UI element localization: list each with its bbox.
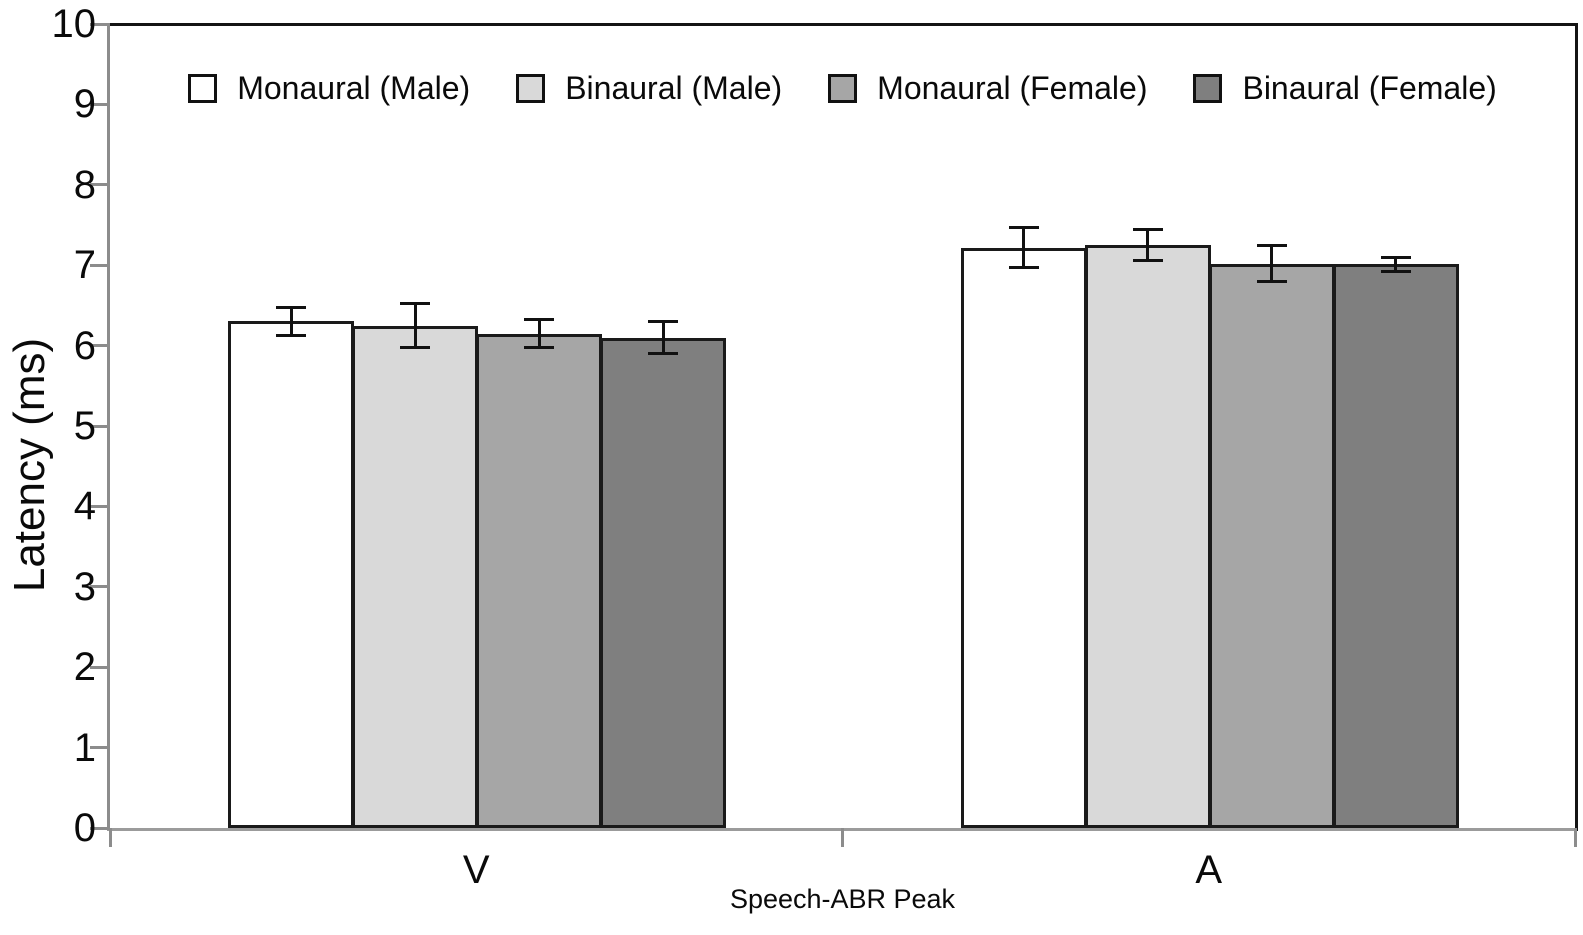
- error-bar-cap-top: [1256, 244, 1287, 248]
- plot-top-border: [107, 23, 1578, 26]
- x-tick-mark: [108, 828, 112, 847]
- y-tick-label: 0: [73, 806, 96, 850]
- legend-label: Binaural (Male): [565, 70, 783, 106]
- x-tick-mark: [841, 828, 844, 847]
- error-bar-cap-top: [400, 302, 431, 306]
- error-bar-cap-top: [1008, 225, 1039, 229]
- legend-item: Binaural (Female): [1193, 70, 1497, 107]
- y-tick-label: 8: [73, 162, 96, 207]
- legend-swatch: [188, 74, 218, 103]
- error-bars-layer: [110, 24, 1575, 828]
- y-tick-mark: [90, 183, 110, 187]
- error-bar-cap-bottom: [400, 345, 431, 349]
- y-tick-mark: [90, 504, 110, 508]
- y-tick-label: 3: [73, 564, 96, 609]
- legend-swatch: [1193, 74, 1223, 103]
- y-tick-label: 1: [73, 725, 96, 770]
- y-tick-label: 6: [73, 323, 96, 368]
- y-tick-mark: [90, 22, 110, 26]
- y-tick-mark: [90, 344, 110, 348]
- error-bar-whisker: [537, 319, 541, 348]
- legend-swatch: [828, 74, 858, 103]
- error-bar-cap-top: [1380, 255, 1411, 259]
- error-bar-cap-bottom: [1008, 266, 1039, 270]
- error-bar-cap-bottom: [1380, 270, 1411, 274]
- error-bar-whisker: [1270, 245, 1274, 282]
- legend-item: Monaural (Male): [188, 70, 470, 107]
- y-tick-label: 5: [73, 404, 96, 448]
- x-tick-mark: [1573, 828, 1577, 847]
- y-tick-label: 4: [73, 484, 96, 529]
- plot-right-border: [1575, 24, 1578, 831]
- legend-item: Binaural (Male): [516, 70, 782, 107]
- category-label: A: [1195, 848, 1223, 892]
- error-bar-cap-bottom: [276, 333, 307, 337]
- error-bar-whisker: [289, 307, 293, 336]
- bar-v-4: [600, 337, 727, 828]
- error-bar-cap-top: [524, 318, 555, 322]
- error-bar-whisker: [1146, 229, 1150, 261]
- legend: Monaural (Male) Binaural (Male) Monaural (…: [110, 70, 1575, 107]
- y-tick-mark: [90, 424, 110, 428]
- legend-swatch: [516, 74, 546, 103]
- bar-v-1: [228, 321, 355, 828]
- error-bar-cap-bottom: [648, 352, 679, 356]
- error-bar-cap-top: [1132, 228, 1163, 232]
- y-tick-mark: [90, 665, 110, 669]
- error-bar-whisker: [1022, 227, 1026, 268]
- legend-label: Binaural (Female): [1242, 70, 1497, 106]
- y-tick-label: 2: [73, 645, 96, 690]
- bars-layer: [110, 24, 1575, 828]
- y-tick-label: 10: [51, 2, 97, 46]
- y-tick-mark: [90, 585, 110, 589]
- error-bar-cap-top: [276, 306, 307, 310]
- error-bar-whisker: [413, 303, 417, 348]
- y-tick-mark: [90, 746, 110, 750]
- category-label: V: [462, 848, 490, 892]
- x-axis-title: Speech-ABR Peak: [729, 884, 956, 914]
- legend-item: Monaural (Female): [828, 70, 1147, 107]
- error-bar-whisker: [1394, 257, 1398, 272]
- error-bar-cap-bottom: [524, 345, 555, 349]
- y-tick-mark: [90, 102, 110, 106]
- legend-label: Monaural (Female): [877, 70, 1148, 106]
- error-bar-whisker: [661, 321, 665, 354]
- y-tick-mark: [90, 263, 110, 267]
- y-tick-mark: [90, 826, 110, 830]
- error-bar-cap-bottom: [1256, 279, 1287, 283]
- error-bar-cap-top: [648, 319, 679, 323]
- y-tick-label: 7: [73, 243, 96, 288]
- bar-v-2: [352, 325, 479, 828]
- error-bar-cap-bottom: [1132, 258, 1163, 262]
- bar-a-2: [1084, 245, 1211, 828]
- legend-label: Monaural (Male): [237, 70, 471, 106]
- y-tick-label: 9: [73, 82, 96, 127]
